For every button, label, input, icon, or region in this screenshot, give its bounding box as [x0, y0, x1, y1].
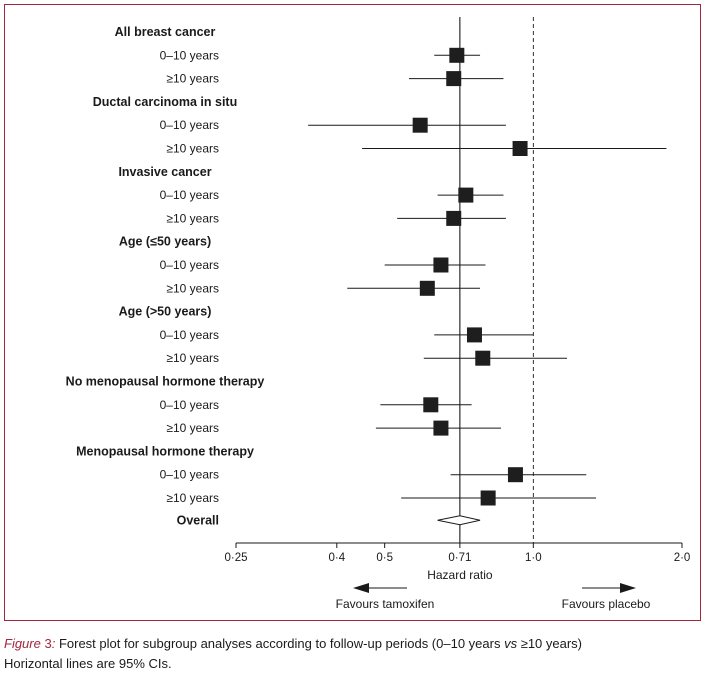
hr-point-0-1 — [446, 71, 462, 87]
hr-point-5-1 — [433, 420, 449, 436]
hr-point-2-1 — [446, 210, 462, 226]
row-label-1-1: ≥10 years — [166, 142, 219, 156]
group-label-4: Age (>50 years) — [119, 305, 212, 319]
row-label-4-0: 0–10 years — [160, 328, 219, 342]
caption-vs: vs — [504, 636, 518, 651]
x-tick-label-4: 1·0 — [525, 552, 542, 564]
x-tick-label-0: 0·25 — [224, 552, 247, 564]
group-label-5: No menopausal hormone therapy — [66, 375, 265, 389]
favours-left-arrow-head — [353, 583, 369, 593]
figure-caption: Figure 3: Forest plot for subgroup analy… — [4, 634, 704, 674]
caption-line-1: Figure 3: Forest plot for subgroup analy… — [4, 634, 704, 654]
favours-right-arrow-head — [620, 583, 636, 593]
row-label-2-1: ≥10 years — [166, 211, 219, 225]
hr-point-6-0 — [507, 467, 523, 483]
caption-figure-label: Figure 3: — [4, 636, 56, 651]
hr-point-6-1 — [480, 490, 496, 506]
row-label-3-1: ≥10 years — [166, 281, 219, 295]
row-label-6-0: 0–10 years — [160, 468, 219, 482]
row-label-2-0: 0–10 years — [160, 188, 219, 202]
forest-plot: 0·25 0·4 0·5 0·71 1·0 2·0 Hazard ratio Favours … — [66, 17, 690, 611]
favours-right-label: Favours placebo — [562, 597, 651, 611]
x-axis-label: Hazard ratio — [427, 568, 493, 582]
overall-label: Overall — [177, 513, 219, 527]
axis-layer: 0·25 0·4 0·5 0·71 1·0 2·0 Hazard ratio Favours … — [224, 17, 690, 611]
group-label-2: Invasive cancer — [118, 165, 211, 179]
row-label-0-0: 0–10 years — [160, 48, 219, 62]
row-label-5-0: 0–10 years — [160, 398, 219, 412]
row-label-4-1: ≥10 years — [166, 351, 219, 365]
x-tick-label-5: 2·0 — [674, 552, 691, 564]
hr-point-4-1 — [475, 350, 491, 366]
hr-point-3-0 — [433, 257, 449, 273]
row-label-3-0: 0–10 years — [160, 258, 219, 272]
caption-text: Forest plot for subgroup analyses accord… — [55, 636, 505, 651]
hr-point-5-0 — [423, 397, 439, 413]
hr-point-4-0 — [466, 327, 482, 343]
favours-left-label: Favours tamoxifen — [336, 597, 435, 611]
hr-point-1-0 — [412, 117, 428, 133]
hr-point-3-1 — [419, 280, 435, 296]
hr-point-2-0 — [458, 187, 474, 203]
row-label-1-0: 0–10 years — [160, 118, 219, 132]
overall-diamond — [437, 515, 481, 526]
row-label-0-1: ≥10 years — [166, 72, 219, 86]
caption-note: Horizontal lines are 95% CIs. — [4, 656, 172, 671]
group-label-6: Menopausal hormone therapy — [76, 444, 254, 458]
group-label-0: All breast cancer — [115, 25, 216, 39]
group-label-1: Ductal carcinoma in situ — [93, 95, 237, 109]
caption-text-end: ≥10 years) — [517, 636, 583, 651]
x-tick-label-1: 0·4 — [328, 552, 345, 564]
figure-frame: 0·25 0·4 0·5 0·71 1·0 2·0 Hazard ratio Favours … — [4, 4, 701, 621]
x-tick-label-3: 0·71 — [448, 552, 471, 564]
row-label-6-1: ≥10 years — [166, 491, 219, 505]
row-label-5-1: ≥10 years — [166, 421, 219, 435]
hr-point-1-1 — [512, 141, 528, 156]
x-tick-label-2: 0·5 — [376, 552, 393, 564]
group-label-3: Age (≤50 years) — [119, 235, 211, 249]
hr-point-0-0 — [449, 47, 465, 63]
rows-layer: All breast cancer 0–10 years ≥10 years Duct… — [66, 25, 667, 527]
